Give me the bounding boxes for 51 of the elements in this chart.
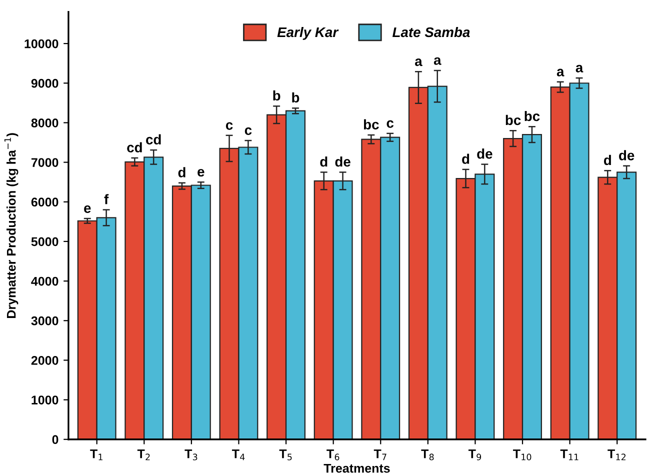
- data-label: a: [415, 58, 422, 66]
- data-label: bc: [506, 114, 521, 126]
- data-label: c: [386, 120, 394, 128]
- legend-label: Early Kar: [277, 26, 339, 40]
- x-tick-label: T$_{3}$: [184, 450, 198, 460]
- data-label: d: [178, 167, 186, 178]
- data-label: de: [619, 150, 634, 160]
- x-tick-label: T$_{7}$: [374, 450, 386, 460]
- x-tick-label: T$_{5}$: [279, 450, 292, 460]
- data-label: b: [273, 90, 280, 101]
- x-tick-label: T$_{10}$: [513, 450, 532, 460]
- legend-label: Late Samba: [392, 26, 470, 38]
- y-tick-label: 2000: [31, 356, 58, 365]
- x-tick-label: T$_{11}$: [560, 450, 578, 460]
- data-label: d: [604, 154, 611, 166]
- data-label: f: [104, 194, 109, 204]
- data-label: bc: [524, 110, 540, 122]
- y-tick-label: 8000: [31, 118, 58, 128]
- data-label: a: [576, 64, 584, 72]
- x-tick-label: T$_{4}$: [232, 450, 245, 460]
- data-label: c: [244, 127, 252, 135]
- data-label: a: [434, 57, 442, 65]
- y-tick-label: 5000: [31, 237, 58, 246]
- data-label: a: [556, 68, 564, 76]
- y-tick-label: 6000: [31, 198, 58, 207]
- x-tick-label: T$_{2}$: [137, 450, 150, 460]
- data-label: de: [335, 156, 350, 167]
- x-tick-label: T$_{8}$: [421, 450, 434, 460]
- y-tick-label: 9000: [31, 78, 58, 88]
- x-tick-label: T$_{6}$: [326, 450, 340, 460]
- data-label: bc: [364, 119, 379, 130]
- data-label: c: [226, 122, 233, 130]
- data-label: b: [292, 92, 300, 103]
- y-tick-label: 7000: [31, 158, 58, 167]
- y-tick-label: 0: [52, 435, 58, 444]
- data-label: d: [462, 154, 470, 164]
- data-label: d: [320, 156, 328, 167]
- y-tick-label: 4000: [31, 276, 58, 286]
- x-tick-label: T$_{12}$: [608, 450, 626, 460]
- data-label: de: [477, 148, 492, 159]
- data-label: e: [84, 205, 91, 213]
- data-label: cd: [146, 134, 161, 144]
- x-axis-title: Treatments: [324, 464, 390, 473]
- y-axis-title: Drymatter Production (kg ha$^{−1}$): [4, 133, 18, 318]
- y-tick-label: 1000: [32, 396, 58, 404]
- data-label: e: [198, 168, 204, 177]
- y-tick-label: 3000: [31, 316, 58, 326]
- data-label: cd: [127, 142, 142, 152]
- x-tick-label: T$_{9}$: [468, 450, 482, 460]
- y-tick-label: 10000: [24, 39, 58, 48]
- x-tick-label: T$_{1}$: [90, 450, 102, 460]
